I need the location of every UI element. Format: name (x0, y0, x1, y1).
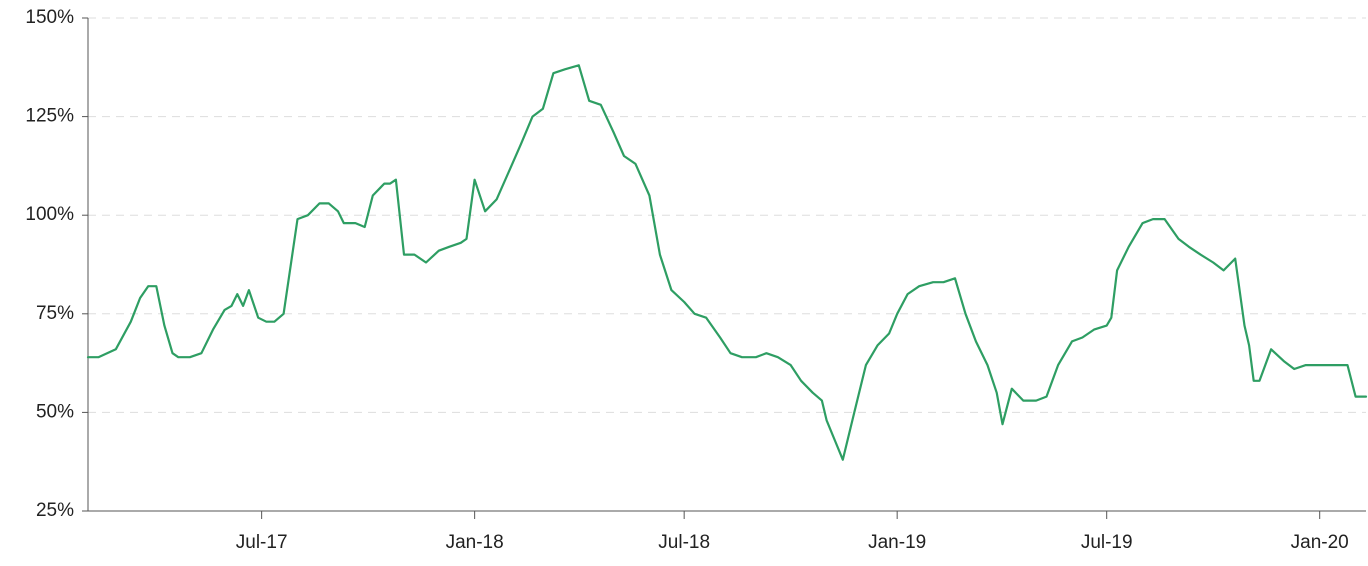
y-axis-ticks: 25% 50% 75% 100% 125% 150% (25, 7, 88, 521)
y-tick-label: 25% (36, 500, 74, 521)
y-tick-label: 100% (25, 204, 74, 225)
gridlines (88, 17, 1366, 413)
y-tick-label: 125% (25, 106, 74, 127)
y-tick-label: 75% (36, 303, 74, 324)
x-axis-ticks: Jul-17 Jan-18 Jul-18 Jan-19 Jul-19 Jan-20 (236, 511, 1349, 553)
x-tick-label: Jan-20 (1291, 532, 1349, 553)
axes (87, 18, 1366, 512)
x-tick-label: Jul-17 (236, 532, 288, 553)
series-group (86, 64, 1368, 461)
y-tick-label: 150% (25, 7, 74, 28)
x-tick-label: Jan-18 (446, 532, 504, 553)
x-tick-label: Jul-19 (1081, 532, 1133, 553)
series-line-0 (86, 64, 1368, 461)
y-tick-label: 50% (36, 401, 74, 422)
x-tick-label: Jul-18 (658, 532, 710, 553)
x-tick-label: Jan-19 (868, 532, 926, 553)
